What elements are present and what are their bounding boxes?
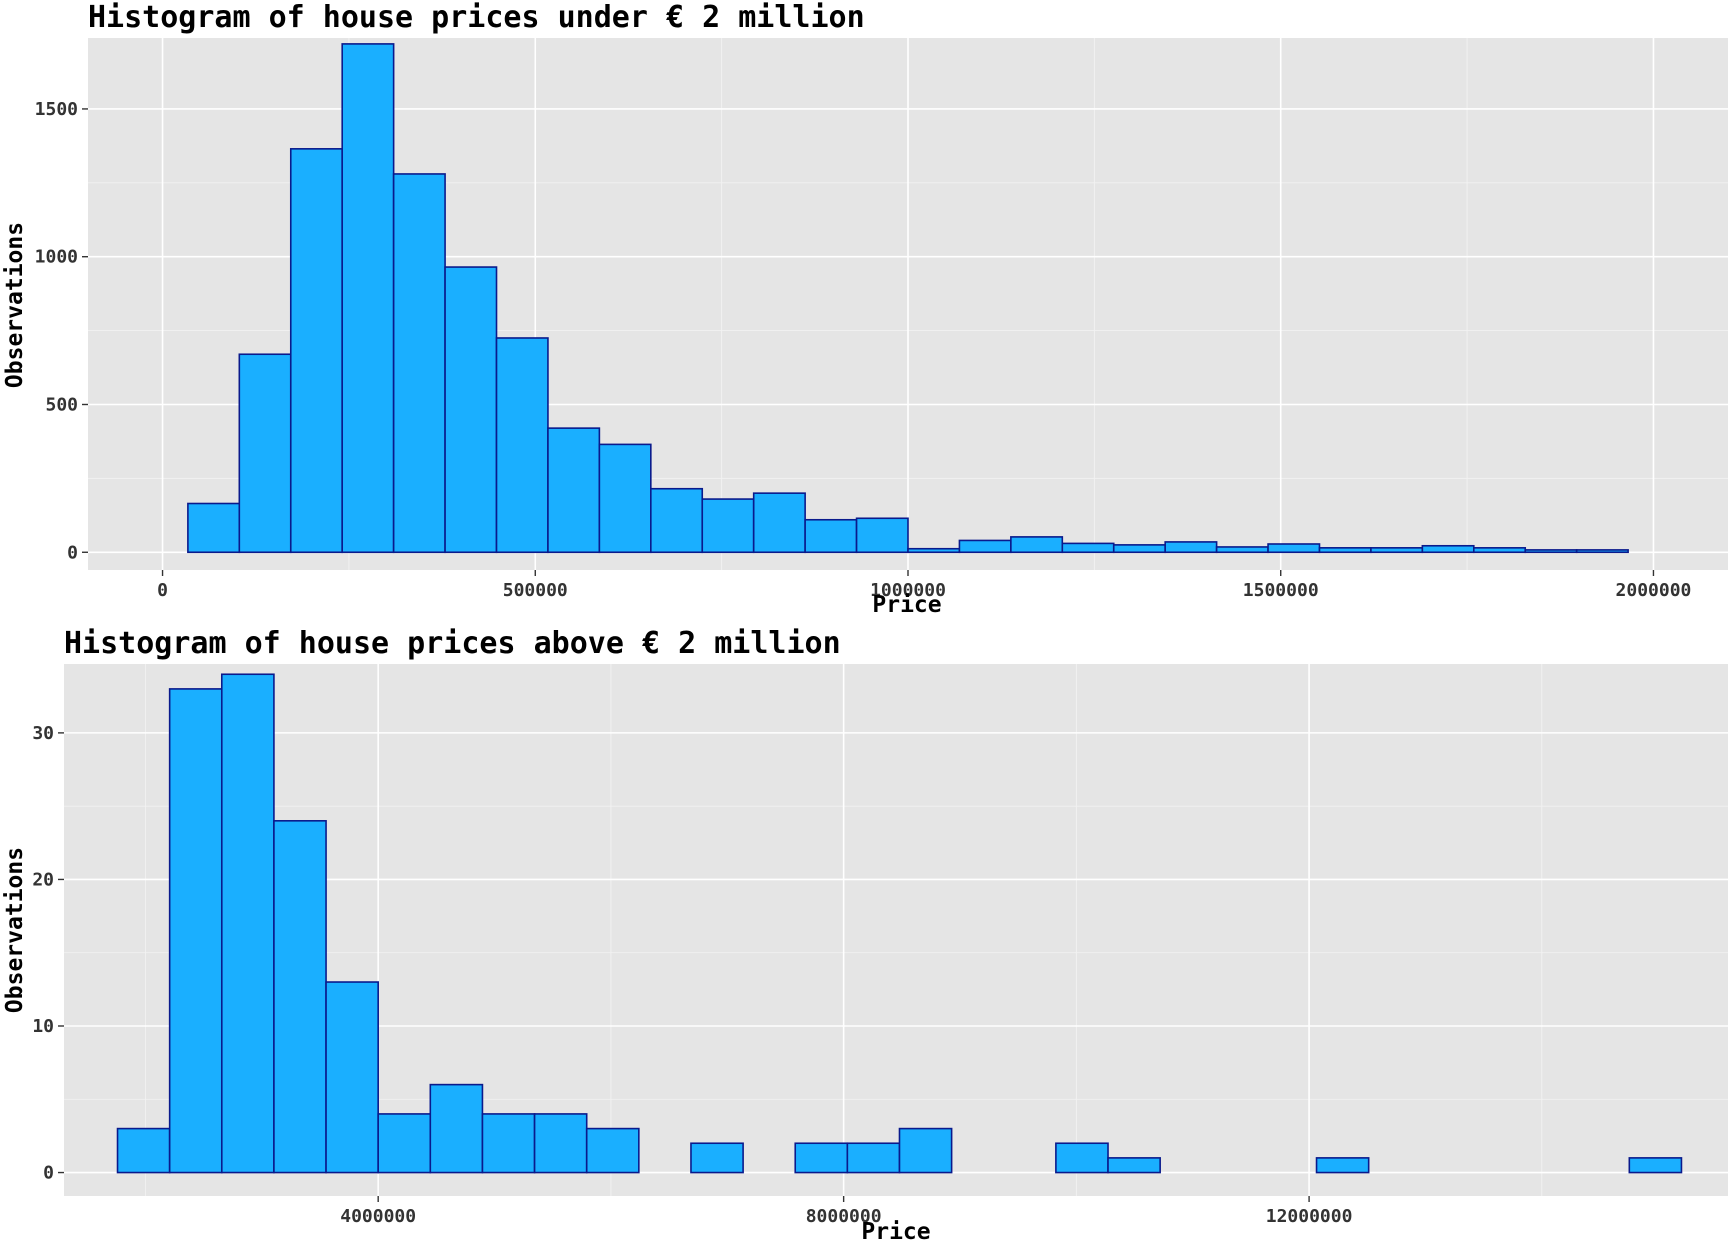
x-tick-label: 1000000 — [870, 580, 946, 601]
histogram-bar — [1315, 1157, 1370, 1174]
x-axis-ticks: 4000000 8000000 12000000 — [340, 1196, 1352, 1227]
y-tick-label: 500 — [45, 394, 78, 415]
x-axis-title: Price — [861, 1219, 930, 1245]
histogram-bar — [1061, 542, 1115, 554]
histogram-bar — [898, 1127, 953, 1174]
histogram-bar — [1267, 543, 1321, 554]
histogram-bar — [238, 353, 292, 554]
x-tick-label: 0 — [157, 580, 168, 601]
y-axis-ticks: 0 500 1000 1500 — [35, 99, 88, 563]
histogram-bar — [1575, 549, 1629, 554]
histogram-bar — [1628, 1157, 1683, 1174]
histogram-bar — [1112, 544, 1166, 554]
y-axis-title: Observations — [2, 222, 28, 388]
histogram-bar — [495, 337, 549, 554]
chart-title: Histogram of house prices under € 2 mill… — [88, 0, 865, 35]
histogram-bar — [547, 427, 601, 554]
bars — [116, 673, 1683, 1174]
histogram-bar — [1473, 547, 1527, 554]
histogram-bar — [325, 981, 379, 1174]
x-tick-label: 12000000 — [1266, 1206, 1353, 1227]
histogram-bar — [1421, 544, 1475, 554]
histogram-bar — [650, 487, 704, 554]
histogram-bar — [1215, 546, 1269, 554]
histogram-bar — [1107, 1157, 1161, 1174]
histogram-bar — [958, 539, 1012, 554]
histogram-bar — [701, 498, 755, 554]
y-tick-label: 0 — [43, 1163, 54, 1184]
y-axis-title: Observations — [2, 847, 28, 1013]
histogram-bar — [1318, 547, 1372, 554]
histogram-bar — [804, 518, 858, 554]
x-tick-label: 1500000 — [1243, 580, 1319, 601]
histogram-bar — [341, 43, 395, 554]
chart-above-2-million: Histogram of house prices above € 2 mill… — [2, 626, 1728, 1245]
x-tick-label: 500000 — [503, 580, 568, 601]
histogram-bar — [273, 820, 327, 1174]
x-axis-title: Price — [872, 592, 941, 618]
histogram-bar — [392, 173, 446, 554]
histogram-bar — [429, 1083, 484, 1174]
histogram-bar — [187, 502, 241, 554]
histogram-bar — [752, 492, 806, 554]
histogram-bar — [1055, 1142, 1109, 1174]
x-tick-label: 2000000 — [1616, 580, 1692, 601]
bars — [187, 43, 1629, 554]
histogram-bar — [794, 1142, 849, 1174]
histogram-bar — [598, 443, 652, 554]
histogram-bar — [846, 1142, 901, 1174]
histogram-bar — [585, 1127, 640, 1174]
histogram-bar — [377, 1113, 432, 1174]
chart-under-2-million: Histogram of house prices under € 2 mill… — [2, 0, 1728, 618]
histogram-bar — [533, 1113, 588, 1174]
histogram-bar — [907, 547, 961, 554]
chart-title: Histogram of house prices above € 2 mill… — [64, 626, 841, 661]
histogram-bar — [855, 517, 909, 554]
histogram-bar — [116, 1127, 171, 1174]
histogram-bar — [1010, 536, 1064, 554]
y-tick-label: 20 — [32, 869, 54, 890]
histogram-bar — [1370, 547, 1424, 554]
x-tick-label: 4000000 — [340, 1206, 416, 1227]
histogram-bar — [1164, 541, 1218, 554]
histogram-bar — [481, 1113, 536, 1174]
y-tick-label: 0 — [67, 542, 78, 563]
histogram-bar — [690, 1142, 744, 1174]
y-tick-label: 1500 — [35, 99, 78, 120]
y-tick-label: 1000 — [35, 247, 78, 268]
y-tick-label: 10 — [32, 1016, 54, 1037]
histogram-bar — [1524, 549, 1578, 554]
histogram-bar — [168, 688, 223, 1174]
y-tick-label: 30 — [32, 723, 54, 744]
x-tick-label: 8000000 — [806, 1206, 882, 1227]
histogram-bar — [444, 266, 498, 554]
x-axis-ticks: 0 500000 1000000 1500000 2000000 — [157, 570, 1691, 601]
histogram-bar — [289, 148, 344, 554]
y-axis-ticks: 0 10 20 30 — [32, 723, 64, 1184]
histogram-bar — [220, 673, 275, 1174]
